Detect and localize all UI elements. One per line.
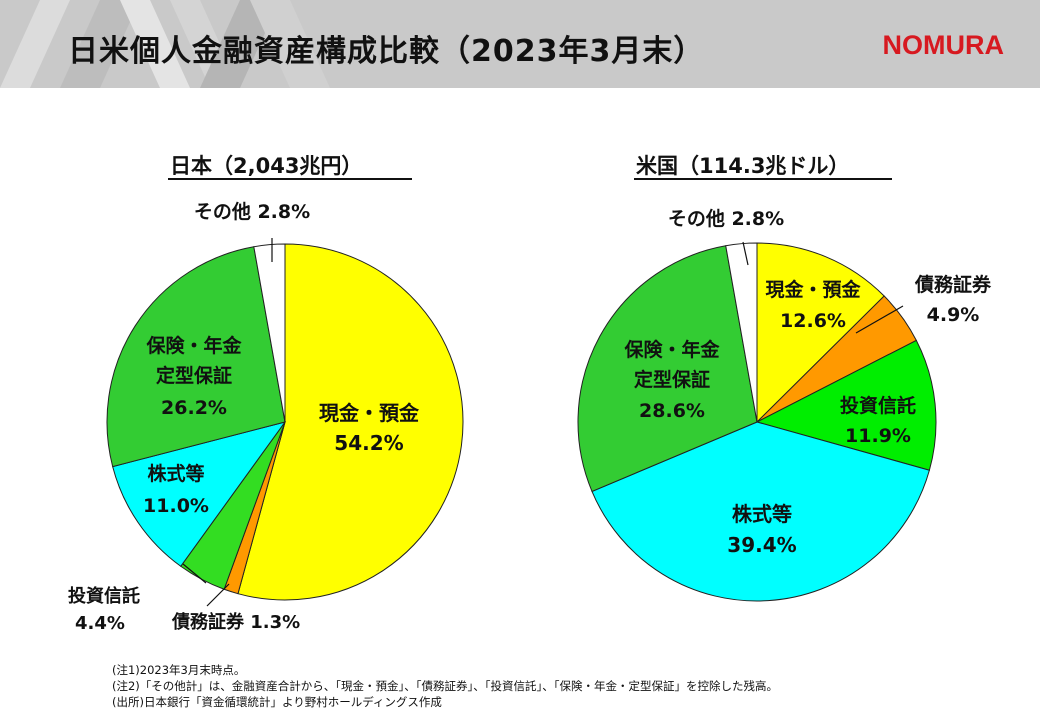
japan-chart-title: 日本（2,043兆円）	[170, 154, 363, 178]
japan-label-bonds: 債務証券 1.3%	[171, 611, 300, 633]
japan-slice-cash	[237, 243, 464, 601]
japan-label-cash: 現金・預金	[319, 401, 420, 425]
us-label-cash: 現金・預金	[765, 278, 861, 301]
note-2: (注2)「その他計」は、金融資産合計から、「現金・預金」、「債務証券」、「投資信…	[112, 679, 779, 693]
japan-label-other: その他 2.8%	[194, 200, 310, 223]
note-1: (注1)2023年3月末時点。	[112, 663, 246, 677]
us-label-trusts-value: 11.9%	[845, 425, 911, 447]
note-3: (出所)日本銀行「資金循環統計」より野村ホールディングス作成	[112, 695, 442, 709]
japan-label-trusts: 投資信託	[68, 585, 140, 607]
japan-label-insurance-value: 26.2%	[161, 397, 227, 419]
footnotes: (注1)2023年3月末時点。 (注2)「その他計」は、金融資産合計から、「現金…	[112, 662, 778, 710]
japan-slice-insurance	[106, 246, 286, 468]
us-label-insurance: 定型保証	[634, 368, 710, 391]
us-leader-bonds	[855, 305, 904, 334]
us-pie: 現金・預金 12.6% 債務証券 4.9% 投資信託 11.9% 株式等 39.4% 保険・年金…	[577, 207, 992, 602]
japan-leader-trusts	[182, 563, 207, 584]
japan-label-trusts-value: 4.4%	[75, 613, 125, 634]
us-label-cash-value: 12.6%	[780, 310, 846, 332]
us-label-stocks: 株式等	[732, 502, 792, 526]
us-slice-cash	[756, 242, 885, 424]
us-label-other: その他 2.8%	[668, 207, 784, 230]
japan-label-stocks: 株式等	[147, 462, 204, 485]
us-title-underline	[634, 178, 892, 180]
japan-slice-other	[253, 243, 286, 423]
us-slice-other	[725, 242, 758, 423]
us-label-trusts: 投資信託	[840, 394, 916, 417]
japan-label-stocks-value: 11.0%	[143, 495, 209, 517]
us-chart-title: 米国（114.3兆ドル）	[636, 154, 850, 178]
nomura-logo: NOMURA	[882, 30, 1005, 60]
us-label-stocks-value: 39.4%	[727, 533, 796, 557]
us-label-insurance-value: 28.6%	[639, 400, 705, 422]
japan-pie: 現金・預金 54.2% 債務証券 1.3% 投資信託 4.4% 株式等 11.0% 保険・年金…	[68, 200, 464, 634]
us-slice-insurance	[577, 245, 758, 493]
japan-label-cash-value: 54.2%	[334, 431, 403, 455]
us-label-bonds-value: 4.9%	[927, 304, 980, 326]
us-label-insurance: 保険・年金	[623, 338, 720, 361]
header-bar: 日米個人金融資産構成比較（2023年3月末） NOMURA	[0, 0, 1040, 88]
japan-label-insurance: 定型保証	[156, 364, 232, 387]
header-decoration	[0, 0, 330, 88]
japan-label-insurance: 保険・年金	[145, 334, 242, 357]
us-leader-other	[742, 241, 749, 266]
us-slice-stocks	[591, 421, 930, 602]
us-slice-trusts	[755, 339, 937, 471]
japan-leader-bonds	[206, 583, 230, 607]
japan-title-underline	[168, 178, 412, 180]
japan-slice-stocks	[112, 421, 287, 567]
page-title: 日米個人金融資産構成比較（2023年3月末）	[68, 34, 705, 69]
us-label-bonds: 債務証券	[914, 273, 992, 296]
